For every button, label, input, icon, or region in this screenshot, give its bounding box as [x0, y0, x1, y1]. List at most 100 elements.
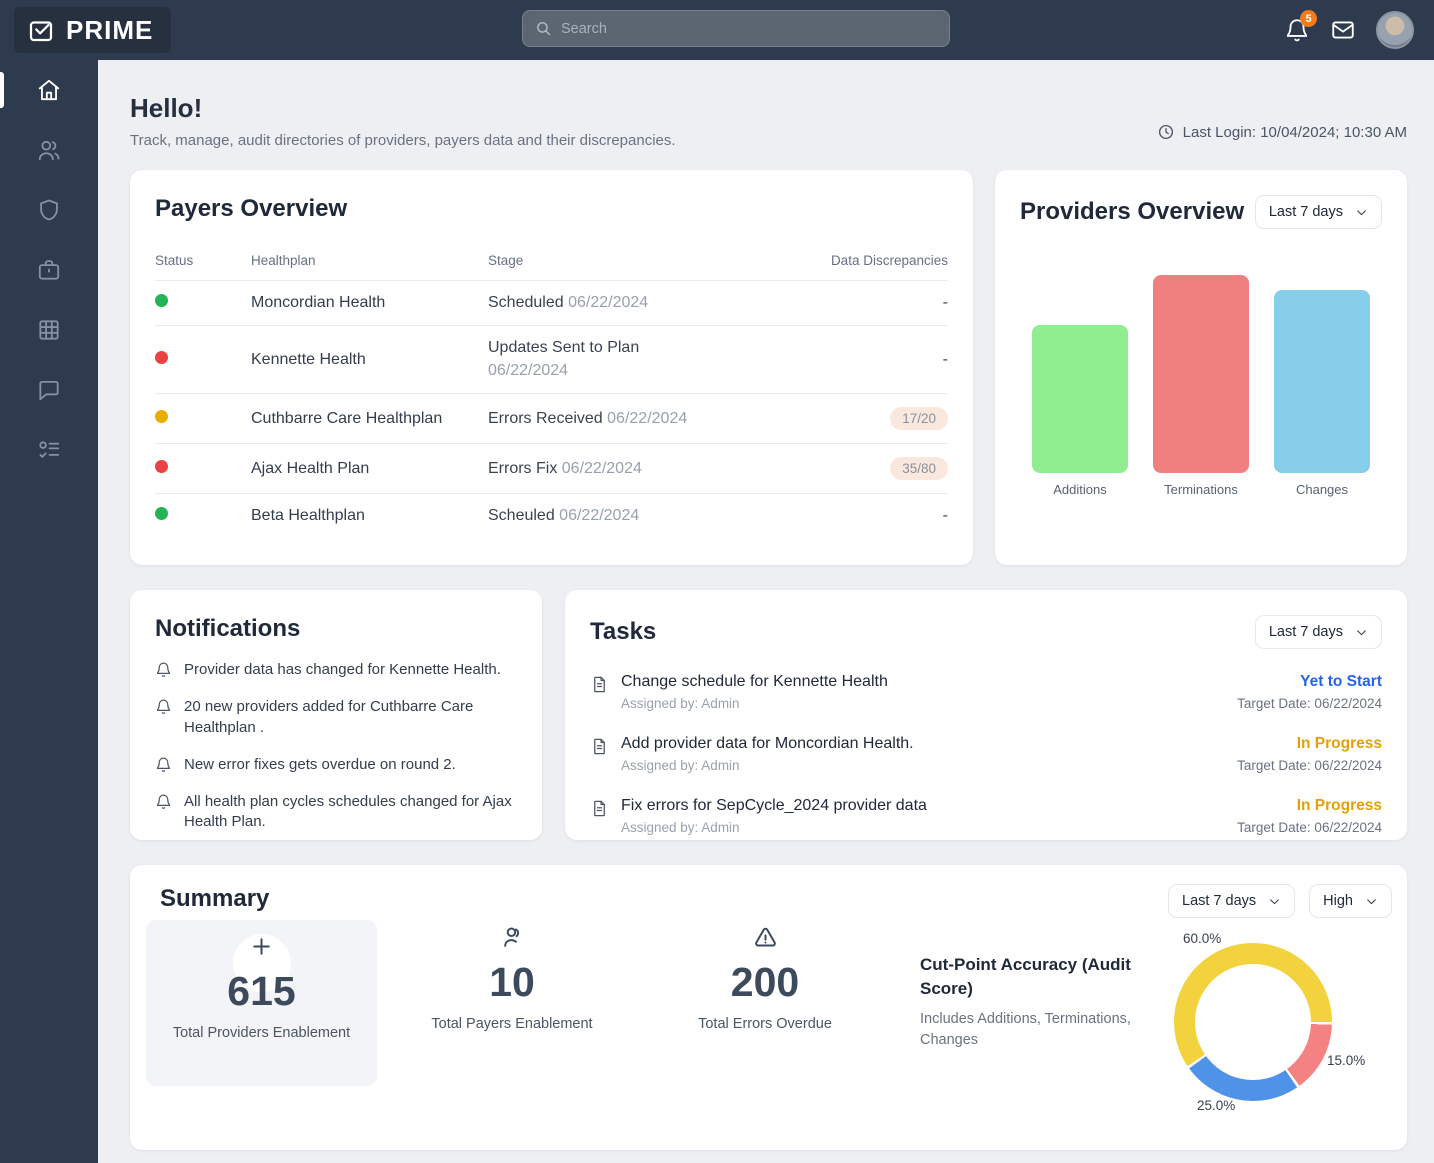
column-header-discrepancies: Data Discrepancies	[808, 243, 948, 281]
bell-icon	[1286, 19, 1308, 42]
providers-bar-chart: Additions Terminations Changes	[1020, 257, 1382, 497]
chevron-down-icon	[1357, 209, 1366, 215]
task-target-date: Target Date: 06/22/2024	[1237, 820, 1382, 835]
healthplan-name: Kennette Health	[251, 350, 366, 368]
healthplan-name: Cuthbarre Care Healthplan	[251, 409, 443, 427]
column-header-stage: Stage	[488, 243, 808, 281]
healthplan-name: Ajax Health Plan	[251, 459, 370, 477]
task-assigned-by: Assigned by: Admin	[621, 696, 740, 711]
task-title: Fix errors for SepCycle_2024 provider da…	[621, 797, 927, 814]
clock-icon	[1158, 124, 1173, 140]
table-row[interactable]: Moncordian Health Scheduled 06/22/2024 -	[155, 280, 948, 326]
stat-providers-enablement: 615 Total Providers Enablement	[146, 920, 377, 1086]
grid-icon	[39, 320, 59, 340]
task-target-date: Target Date: 06/22/2024	[1237, 696, 1382, 711]
bar-additions	[1032, 325, 1128, 473]
task-title: Add provider data for Moncordian Health.	[621, 735, 914, 752]
page-header: Hello! Track, manage, audit directories …	[130, 93, 1407, 149]
page-title: Hello!	[130, 93, 203, 123]
task-title: Change schedule for Kennette Health	[621, 673, 888, 690]
notifications-card: Notifications Provider data has changed …	[130, 590, 542, 840]
summary-card: Summary Last 7 days High 615 Total Provi…	[130, 865, 1407, 1150]
bar-label-additions: Additions	[1053, 482, 1107, 497]
status-dot	[155, 350, 168, 364]
page-subtitle: Track, manage, audit directories of prov…	[130, 132, 676, 149]
stage-name: Scheduled	[488, 294, 564, 311]
discrepancy-value: -	[942, 350, 948, 368]
notification-count-badge: 5	[1300, 10, 1317, 27]
search-bar[interactable]	[522, 10, 950, 47]
task-row[interactable]: Add provider data for Moncordian Health.…	[590, 735, 1382, 773]
stat-value: 200	[730, 959, 800, 1005]
stage-date: 06/22/2024	[561, 459, 642, 477]
main-content: Hello! Track, manage, audit directories …	[98, 60, 1434, 1163]
search-icon	[537, 22, 551, 36]
stage-name: Errors Fix	[488, 459, 558, 477]
accuracy-title: Cut-Point Accuracy (Audit Score)	[920, 955, 1131, 998]
audit-donut-chart: 60.0% 15.0% 25.0%	[1165, 925, 1407, 1140]
last-login-text: Last Login: 10/04/2024; 10:30 AM	[1182, 123, 1407, 141]
task-status-badge: Yet to Start	[1300, 673, 1382, 690]
bell-icon	[156, 662, 171, 677]
tasks-range-dropdown[interactable]: Last 7 days	[1254, 615, 1382, 649]
list-item[interactable]: All health plan cycles schedules changed…	[155, 792, 517, 833]
notification-text: New error fixes gets overdue on round 2.	[184, 755, 456, 773]
user-avatar[interactable]	[1376, 11, 1414, 49]
bar-label-changes: Changes	[1295, 482, 1349, 497]
stat-errors-overdue: 200 Total Errors Overdue	[683, 925, 847, 1032]
stat-value: 615	[227, 968, 296, 1014]
summary-priority-dropdown[interactable]: High	[1309, 884, 1392, 918]
person-icon	[430, 925, 594, 955]
task-assigned-by: Assigned by: Admin	[621, 820, 740, 835]
notifications-title: Notifications	[155, 615, 301, 642]
topbar-actions: 5	[1284, 0, 1414, 60]
messages-button[interactable]	[1330, 17, 1356, 43]
sidebar-item-tasks[interactable]	[0, 420, 98, 480]
brand-logo[interactable]: PRIME	[14, 7, 172, 53]
bell-icon	[156, 757, 171, 772]
table-row[interactable]: Beta Healthplan Scheuled 06/22/2024 -	[155, 494, 948, 539]
payers-table: Status Healthplan Stage Data Discrepanci…	[155, 243, 948, 538]
sidebar-item-home[interactable]	[0, 60, 98, 120]
table-row[interactable]: Ajax Health Plan Errors Fix 06/22/2024 3…	[155, 443, 948, 494]
task-status-badge: In Progress	[1296, 797, 1382, 814]
sidebar-item-messages[interactable]	[0, 360, 98, 420]
bar-changes	[1274, 290, 1370, 473]
file-text-icon	[594, 738, 605, 755]
search-input[interactable]	[561, 20, 937, 37]
brand-name: PRIME	[66, 14, 154, 45]
chevron-down-icon	[1270, 898, 1280, 904]
task-row[interactable]: Fix errors for SepCycle_2024 provider da…	[590, 797, 1382, 835]
alert-triangle-icon	[683, 925, 847, 955]
stage-name: Updates Sent to Plan	[488, 339, 640, 356]
sidebar-item-security[interactable]	[0, 180, 98, 240]
table-row[interactable]: Cuthbarre Care Healthplan Errors Receive…	[155, 393, 948, 444]
providers-range-dropdown[interactable]: Last 7 days	[1254, 195, 1382, 229]
sidebar-item-providers[interactable]	[0, 120, 98, 180]
table-row[interactable]: Kennette Health Updates Sent to Plan 06/2…	[155, 325, 948, 394]
list-item[interactable]: New error fixes gets overdue on round 2.	[155, 755, 517, 775]
summary-range-dropdown[interactable]: Last 7 days	[1168, 884, 1296, 918]
providers-overview-card: Providers Overview Last 7 days Additions…	[995, 170, 1407, 565]
list-item[interactable]: Provider data has changed for Kennette H…	[155, 660, 517, 680]
notification-text: All health plan cycles schedules changed…	[184, 793, 512, 831]
task-target-date: Target Date: 06/22/2024	[1237, 758, 1382, 773]
users-icon	[38, 140, 60, 161]
notifications-button[interactable]: 5	[1284, 10, 1317, 43]
topbar: PRIME 5	[0, 0, 1434, 60]
last-login: Last Login: 10/04/2024; 10:30 AM	[1157, 115, 1407, 149]
chevron-down-icon	[1357, 629, 1366, 635]
checklist-icon	[39, 441, 60, 458]
sidebar-item-payers[interactable]	[0, 240, 98, 300]
sidebar-item-directories[interactable]	[0, 300, 98, 360]
tasks-range-value: Last 7 days	[1268, 624, 1343, 640]
file-text-icon	[594, 676, 605, 693]
list-item[interactable]: 20 new providers added for Cuthbarre Car…	[155, 697, 517, 738]
stage-name: Errors Received	[488, 409, 603, 427]
column-header-healthplan: Healthplan	[251, 243, 488, 281]
providers-title: Providers Overview	[1020, 198, 1245, 225]
donut-label-15: 15.0%	[1327, 1053, 1366, 1068]
task-row[interactable]: Change schedule for Kennette Health Assi…	[590, 673, 1382, 711]
accuracy-subtitle: Includes Additions, Terminations, Change…	[920, 1010, 1131, 1048]
tasks-title: Tasks	[590, 618, 657, 645]
